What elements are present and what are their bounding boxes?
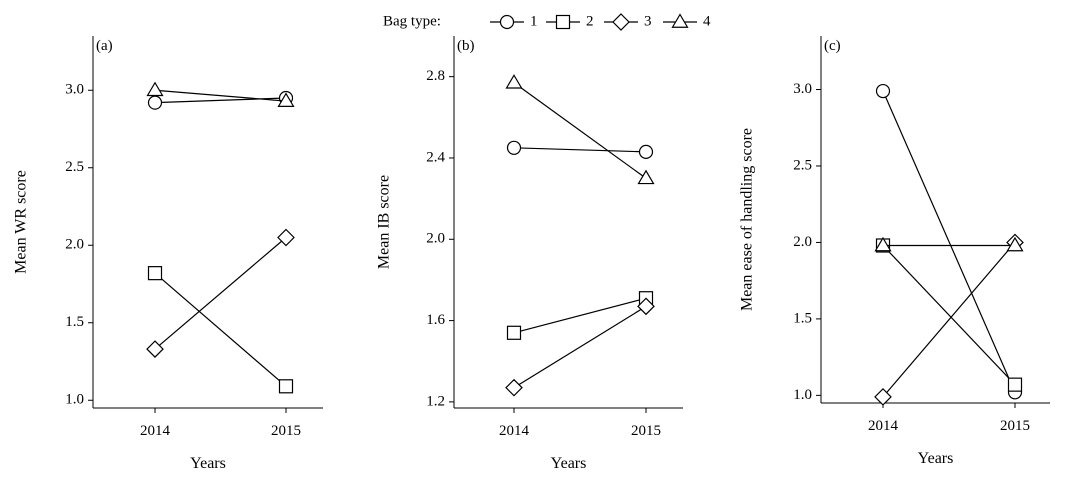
data-point-3-2014 [146,340,164,358]
panel-c: 1.0 1.5 2.0 2.5 3.0 2014 2015 Years Mean ease of… [739,36,1050,467]
data-point-1-2014 [875,83,891,99]
data-point-1-2014 [506,140,522,155]
panel-b: 1.2 1.6 2.0 2.4 2.8 2014 2015 Years Mean IB scor… [376,36,683,472]
data-point-4-2015 [637,169,655,185]
y-tick-label: 1.0 [65,392,84,408]
legend-marker-2 [555,14,571,30]
series-2 [875,238,1023,392]
legend-entry-1: 1 [490,13,538,29]
data-point-2-2015 [1007,377,1023,392]
data-point-1-2015 [638,144,654,159]
x-tick-label: 2014 [868,418,899,434]
y-axis-label: Mean WR score [13,170,30,274]
legend-entry-2: 2 [546,13,594,29]
data-point-4-2014 [874,236,892,252]
series-line-2 [882,245,1016,386]
legend-marker-3 [612,13,630,31]
y-tick-label: 1.0 [793,387,812,403]
data-point-4-2014 [146,81,164,97]
legend: Bag type: 1 2 3 4 [383,13,711,31]
data-point-1-2014 [147,95,163,110]
legend-marker-1 [499,14,515,30]
data-point-2-2014 [506,325,522,340]
y-tick-label: 2.8 [426,68,445,84]
y-tick-label: 1.6 [426,312,445,328]
series-line-2 [513,297,647,334]
panel-a: 1.0 1.5 2.0 2.5 3.0 2014 2015 Years Mean WR scor… [13,36,323,472]
series-line-3 [154,237,287,350]
series-2 [147,266,294,394]
data-point-3-2014 [874,388,892,406]
series-line-1 [513,147,647,153]
y-tick-label: 2.0 [793,234,812,250]
series-1 [506,140,654,159]
panel-label: (b) [457,38,475,54]
legend-title: Bag type: [383,13,441,29]
series-line-2 [154,272,287,387]
x-tick-label: 2014 [499,423,530,439]
y-tick-label: 2.0 [65,237,84,253]
data-point-4-2015 [277,92,295,107]
x-axis-label: Years [190,455,226,472]
series-line-1 [882,90,1016,393]
x-tick-label: 2014 [140,423,171,439]
legend-label-4: 4 [703,13,711,29]
data-point-4-2014 [505,74,523,89]
x-tick-label: 2015 [1000,418,1030,434]
series-4 [874,236,1024,252]
data-point-2-2014 [147,266,163,281]
panels: 1.0 1.5 2.0 2.5 3.0 2014 2015 Years Mean WR scor… [13,36,1050,472]
x-tick-label: 2015 [631,423,661,439]
data-point-3-2014 [505,378,523,397]
data-point-2-2015 [278,379,294,394]
series-line-3 [513,305,647,389]
legend-label-2: 2 [586,13,594,29]
y-tick-label: 2.5 [793,157,812,173]
y-tick-label: 2.4 [426,149,445,165]
y-tick-label: 2.0 [426,231,445,247]
data-point-3-2015 [277,228,295,247]
series-line-4 [154,89,287,102]
legend-label-1: 1 [530,13,538,29]
x-tick-label: 2015 [271,423,301,439]
x-axis-label: Years [551,455,587,472]
x-axis-label: Years [918,450,954,467]
legend-marker-4 [671,13,689,28]
y-tick-label: 2.5 [65,159,84,175]
series-3 [505,297,655,397]
panel-label: (c) [824,38,841,54]
series-1 [875,83,1023,400]
legend-entry-3: 3 [604,13,652,31]
legend-entries: 1 2 3 4 [490,13,711,31]
y-tick-label: 3.0 [65,82,84,98]
y-tick-label: 1.5 [793,310,812,326]
series-line-4 [513,82,647,179]
y-axis-label: Mean ease of handling score [739,128,756,311]
series-line-3 [882,242,1016,398]
data-point-3-2015 [637,297,655,316]
series-line-1 [154,97,287,104]
legend-entry-4: 4 [663,13,711,29]
y-axis-label: Mean IB score [376,175,393,269]
panel-label: (a) [96,38,113,54]
data-point-4-2015 [1006,236,1024,252]
y-tick-label: 1.5 [65,314,84,330]
y-tick-label: 1.2 [426,393,445,409]
legend-label-3: 3 [644,13,652,29]
series-4 [146,81,295,107]
series-3 [146,228,295,358]
series-4 [505,74,655,185]
y-tick-label: 3.0 [793,81,812,97]
